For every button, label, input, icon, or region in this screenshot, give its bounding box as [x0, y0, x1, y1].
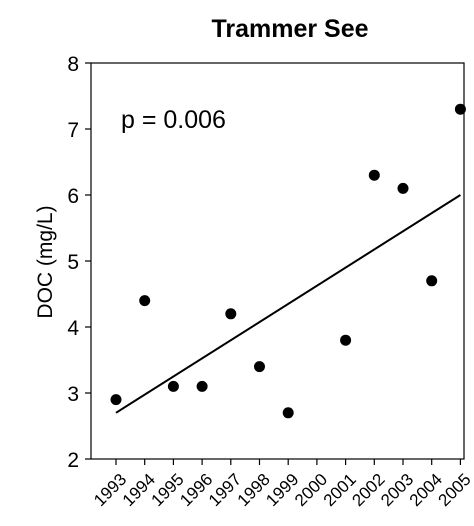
- y-tick-label-3: 5: [67, 251, 79, 274]
- y-tick-label-2: 4: [67, 317, 79, 340]
- trendline-layer: [115, 194, 461, 414]
- data-point-2003: [397, 182, 409, 194]
- data-point-1996: [196, 380, 208, 392]
- p-value-annotation: p = 0.006: [121, 106, 226, 134]
- data-point-2005: [454, 103, 466, 115]
- x-axis: 1993199419951996199719981999200020012002…: [90, 459, 474, 510]
- y-axis-label: DOC (mg/L): [34, 205, 57, 318]
- y-tick-label-5: 7: [67, 119, 79, 142]
- y-axis: 2 3 4 5 6 7 8: [67, 53, 91, 472]
- data-point-1999: [282, 407, 294, 419]
- data-point-1994: [139, 295, 151, 307]
- trendline: [115, 194, 461, 414]
- chart-title: Trammer See: [211, 15, 368, 43]
- y-tick-label-1: 3: [67, 383, 79, 406]
- data-point-1995: [167, 380, 179, 392]
- data-point-1998: [254, 361, 265, 373]
- data-points: [110, 103, 466, 419]
- data-point-1997: [225, 308, 237, 320]
- data-point-1993: [110, 394, 122, 406]
- data-point-2001: [340, 334, 352, 346]
- data-point-2002: [368, 169, 380, 181]
- y-tick-label-6: 8: [67, 53, 79, 76]
- x-tick-label-2005: 2005: [435, 470, 474, 510]
- data-point-2004: [426, 275, 438, 287]
- y-tick-label-0: 2: [67, 449, 79, 472]
- y-tick-label-4: 6: [67, 185, 79, 208]
